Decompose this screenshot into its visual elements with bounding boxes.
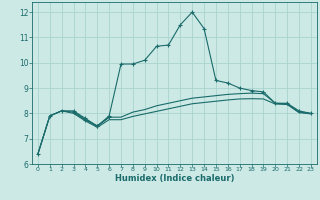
X-axis label: Humidex (Indice chaleur): Humidex (Indice chaleur) (115, 174, 234, 183)
